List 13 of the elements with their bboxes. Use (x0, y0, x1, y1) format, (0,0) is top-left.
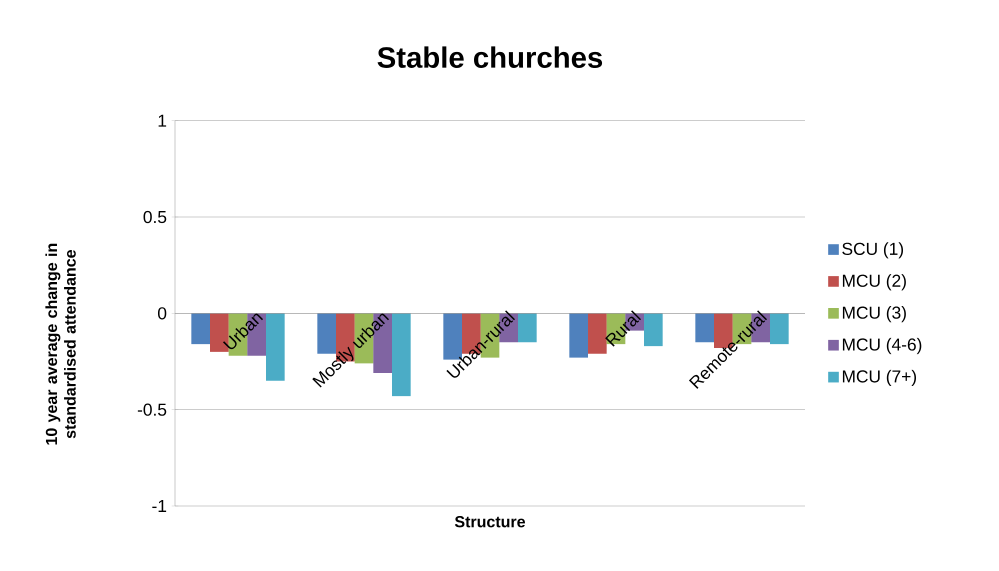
legend-label: MCU (2) (842, 274, 906, 290)
y-tick-label: 0 (158, 307, 166, 320)
y-axis-title: 10 year average change in standardised attendance (45, 244, 76, 445)
legend-label: SCU (1) (842, 242, 904, 258)
legend-label: MCU (3) (842, 306, 906, 322)
chart-title: Stable churches (378, 46, 602, 68)
y-tick-label: 1 (158, 114, 166, 127)
y-tick-label: -1 (152, 500, 166, 512)
y-tick-label: -0.5 (138, 404, 166, 416)
legend-label: MCU (7+) (842, 370, 916, 386)
x-axis-title: Structure (454, 516, 526, 528)
legend-label: MCU (4-6) (842, 338, 922, 354)
y-tick-label: 0.5 (144, 210, 166, 224)
